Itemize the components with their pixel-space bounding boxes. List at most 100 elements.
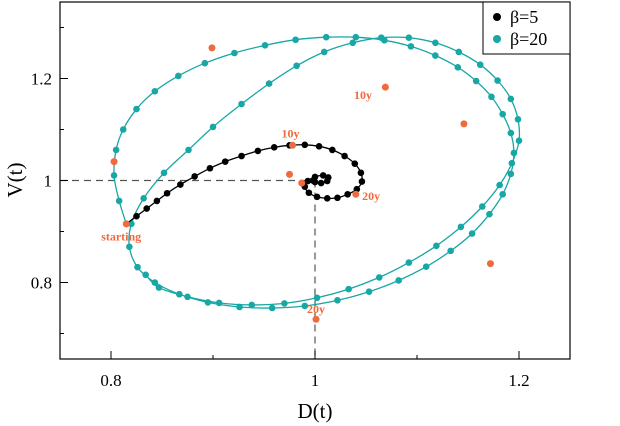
series-1-point-21 xyxy=(507,129,515,137)
series-0-point-11 xyxy=(270,144,278,151)
series-1-point-65 xyxy=(375,274,383,281)
series-1-point-41 xyxy=(140,195,147,202)
highlight-point-6 xyxy=(208,44,216,52)
series-1-point-22 xyxy=(510,149,518,157)
series-1-point-25 xyxy=(486,210,493,218)
legend-label-1: β=20 xyxy=(510,29,547,49)
highlight-point-4 xyxy=(286,170,293,178)
x-axis-title: D(t) xyxy=(298,399,333,423)
series-1-point-19 xyxy=(488,93,495,101)
series-1-point-46 xyxy=(265,80,273,87)
series-line-1 xyxy=(113,36,521,309)
series-1-point-37 xyxy=(151,279,159,286)
series-0-point-1 xyxy=(133,212,140,220)
series-1-point-12 xyxy=(322,33,330,41)
series-1-point-3 xyxy=(112,146,120,154)
x-tick-label-0: 0.8 xyxy=(100,371,121,390)
highlight-point-1 xyxy=(289,141,297,149)
series-1-point-69 xyxy=(248,301,256,309)
series-1-point-71 xyxy=(184,293,191,301)
series-1-point-44 xyxy=(209,123,217,131)
series-1-point-27 xyxy=(447,247,454,255)
series-1-point-34 xyxy=(236,303,243,311)
series-0-point-31 xyxy=(323,177,331,185)
series-1-point-62 xyxy=(457,223,465,231)
series-1-point-9 xyxy=(231,49,238,57)
series-0-point-7 xyxy=(206,164,214,172)
series-0-point-13 xyxy=(301,141,309,149)
series-1-point-4 xyxy=(119,126,127,133)
series-0-point-23 xyxy=(323,195,331,202)
series-0-point-6 xyxy=(191,173,198,180)
series-0-point-15 xyxy=(329,146,336,154)
series-1-point-35 xyxy=(204,299,212,306)
reference-lines xyxy=(60,179,316,359)
series-0-point-32 xyxy=(317,179,325,187)
series-0-point-19 xyxy=(358,178,366,185)
series-1-point-11 xyxy=(292,36,299,44)
series-1-point-43 xyxy=(185,146,192,154)
series-1-point-58 xyxy=(515,137,523,145)
series-1-point-23 xyxy=(507,170,515,178)
series-1-point-63 xyxy=(433,242,440,250)
series-0-point-34 xyxy=(309,177,317,184)
series-1-point-52 xyxy=(432,39,439,47)
highlight-point-3 xyxy=(298,179,306,187)
series-1-point-24 xyxy=(499,190,506,198)
series-1-point-39 xyxy=(126,243,133,251)
series-0-point-8 xyxy=(221,158,229,165)
series-1-point-68 xyxy=(281,300,288,307)
series-1-point-59 xyxy=(508,159,516,167)
annotation-0: starting xyxy=(101,230,141,244)
series-1-point-64 xyxy=(405,259,413,266)
series-0-point-25 xyxy=(305,189,313,197)
legend-box xyxy=(482,1,571,55)
series-1-point-1 xyxy=(115,197,123,205)
series-0-point-2 xyxy=(143,205,150,212)
annotation-1: 10y xyxy=(282,127,300,141)
legend-marker-0 xyxy=(493,13,501,21)
series-1-point-38 xyxy=(134,263,141,271)
series-1-point-16 xyxy=(432,52,439,59)
series-1-point-5 xyxy=(133,105,140,113)
series-0-point-4 xyxy=(163,189,171,197)
legend-label-0: β=5 xyxy=(510,7,538,27)
highlight-point-5 xyxy=(110,158,118,166)
series-1-point-26 xyxy=(468,230,476,237)
highlight-point-0 xyxy=(122,220,130,228)
series-1-point-6 xyxy=(151,87,159,95)
series-1-point-51 xyxy=(405,34,413,41)
series-1-point-50 xyxy=(378,34,385,41)
axis-ticks: 0.8 1 1.2 0.8 1 1.2 xyxy=(31,27,530,390)
annotation-layer: starting 10y 20y 10y 20y xyxy=(101,88,380,316)
series-1-point-13 xyxy=(352,33,360,41)
annotation-3: 10y xyxy=(354,88,372,102)
series-0-point-16 xyxy=(341,152,348,160)
series-1-point-10 xyxy=(261,42,269,49)
series-1-point-70 xyxy=(215,299,223,307)
annotation-4: 20y xyxy=(307,302,325,316)
series-0-point-21 xyxy=(344,190,351,198)
series-1-point-47 xyxy=(293,62,300,70)
series-1-point-57 xyxy=(514,116,522,123)
series-1-point-28 xyxy=(422,263,430,270)
legend-marker-1 xyxy=(493,35,501,43)
y-tick-label-2: 1.2 xyxy=(31,70,52,89)
series-0-point-9 xyxy=(238,152,245,160)
series-1-point-49 xyxy=(349,39,357,47)
highlight-point-10 xyxy=(312,315,320,323)
series-1-point-55 xyxy=(494,77,501,84)
x-tick-label-2: 1.2 xyxy=(508,371,529,390)
highlight-point-2 xyxy=(352,190,360,198)
x-tick-label-1: 1 xyxy=(311,371,320,390)
highlight-point-9 xyxy=(486,260,494,268)
series-1-point-20 xyxy=(499,110,506,118)
highlight-point-7 xyxy=(381,83,389,91)
highlight-layer xyxy=(110,44,494,323)
series-0-point-24 xyxy=(313,193,321,201)
series-1-point-40 xyxy=(128,220,135,228)
series-layer xyxy=(110,33,523,312)
series-1-point-7 xyxy=(175,72,182,80)
series-1-point-66 xyxy=(345,285,352,293)
series-1-point-54 xyxy=(476,61,484,69)
